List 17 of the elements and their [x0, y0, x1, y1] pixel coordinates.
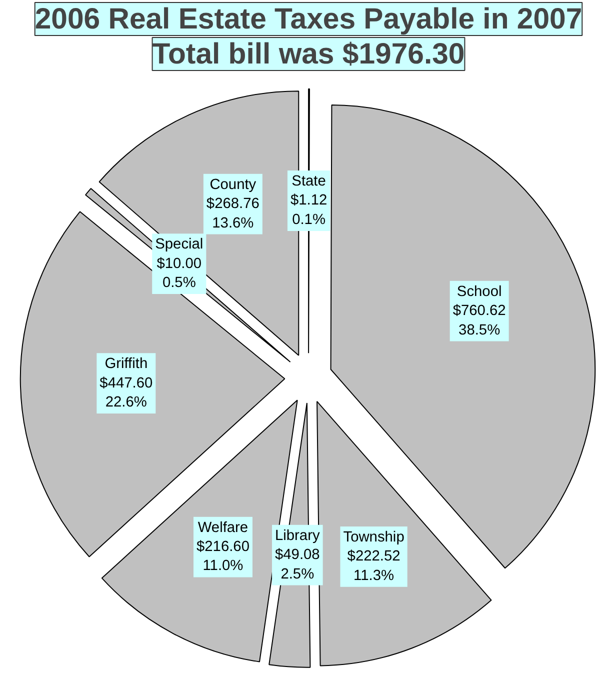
- data-label: $447.60 22.6%: [100, 375, 153, 410]
- slice-label: Township: [343, 529, 404, 546]
- data-label: $1.12 0.1%: [290, 192, 328, 228]
- slice-label: State: [292, 174, 326, 190]
- data-label: $222.52 11.3%: [347, 548, 400, 584]
- slice-label: Griffith: [104, 356, 148, 372]
- data-label: $216.60 11.0%: [196, 539, 250, 574]
- slice-label: Welfare: [198, 520, 248, 536]
- slice-label: County: [210, 176, 257, 193]
- data-label: $10.00 0.5%: [156, 256, 202, 291]
- data-label: $49.08 2.5%: [274, 547, 320, 582]
- data-label: $760.62 38.5%: [452, 303, 506, 338]
- slice-label: School: [456, 284, 502, 300]
- slice-label: Special: [155, 236, 204, 253]
- data-label: $268.76 13.6%: [206, 196, 260, 232]
- slice-label: Library: [275, 528, 320, 544]
- chart-title: 2006 Real Estate Taxes Payable in 2007: [34, 2, 582, 36]
